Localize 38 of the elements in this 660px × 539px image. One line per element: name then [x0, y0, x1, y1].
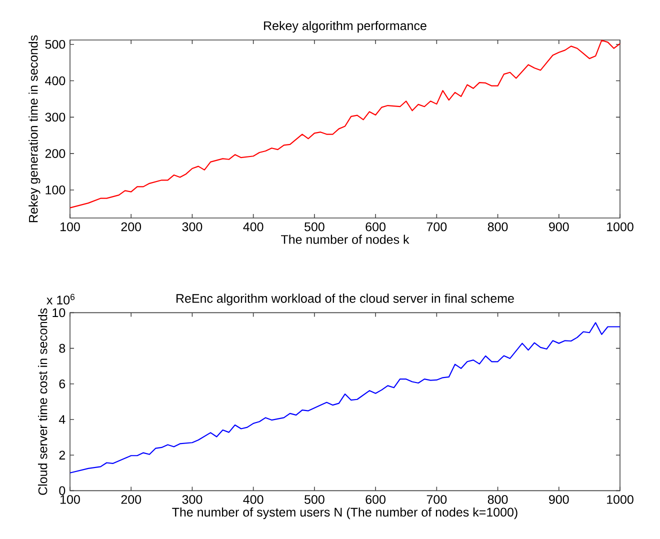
line-series: [69, 40, 621, 208]
x-tick-label: 400: [243, 495, 264, 504]
line-series: [69, 322, 621, 474]
x-tick-label: 200: [121, 495, 142, 504]
y-tick-label: 400: [45, 76, 66, 86]
y-tick-label: 500: [45, 40, 66, 49]
x-tick-label: 300: [182, 222, 202, 232]
x-tick-label: 900: [549, 222, 569, 232]
y-tick-label: 200: [45, 149, 66, 158]
x-tick-label: 500: [304, 495, 324, 504]
y-tick-label: 300: [45, 112, 66, 122]
x-tick-label: 800: [488, 222, 508, 232]
y-axis-title: Rekey generation time in seconds: [28, 35, 40, 222]
y-tick-label: 4: [58, 415, 66, 424]
x-tick-label: 1000: [607, 222, 634, 232]
x-tick-label: 600: [366, 495, 386, 504]
y-tick-label: 6: [59, 379, 66, 388]
y-tick-label: 2: [59, 450, 66, 460]
x-tick-label: 1000: [607, 495, 634, 504]
y-tick-label: 100: [46, 186, 66, 194]
x-tick-label: 600: [366, 222, 386, 232]
x-tick-label: 700: [426, 222, 447, 232]
chart-title: ReEnc algorithm workload of the cloud server in final scheme: [176, 294, 514, 306]
x-tick-label: 200: [121, 222, 142, 232]
y-tick-label: 8: [59, 344, 66, 353]
x-tick-label: 300: [182, 495, 202, 504]
text: x 10$^{6}$: [46, 294, 75, 305]
y-axis-title: Cloud server time cost in seconds: [38, 308, 48, 495]
x-axis-title: The number of system users N (The number of nodes k=1000): [172, 507, 518, 520]
x-tick-label: 900: [549, 495, 569, 504]
x-tick-label: 800: [488, 495, 508, 504]
chart-title: Rekey algorithm performance: [264, 20, 426, 33]
x-tick-label: 700: [426, 495, 447, 504]
x-axis-title: The number of nodes k: [281, 234, 410, 244]
y-tick-label: 10: [52, 308, 66, 318]
x-tick-label: 500: [304, 222, 324, 232]
x-tick-label: 400: [243, 222, 264, 232]
y-tick-label: 0: [59, 486, 66, 496]
